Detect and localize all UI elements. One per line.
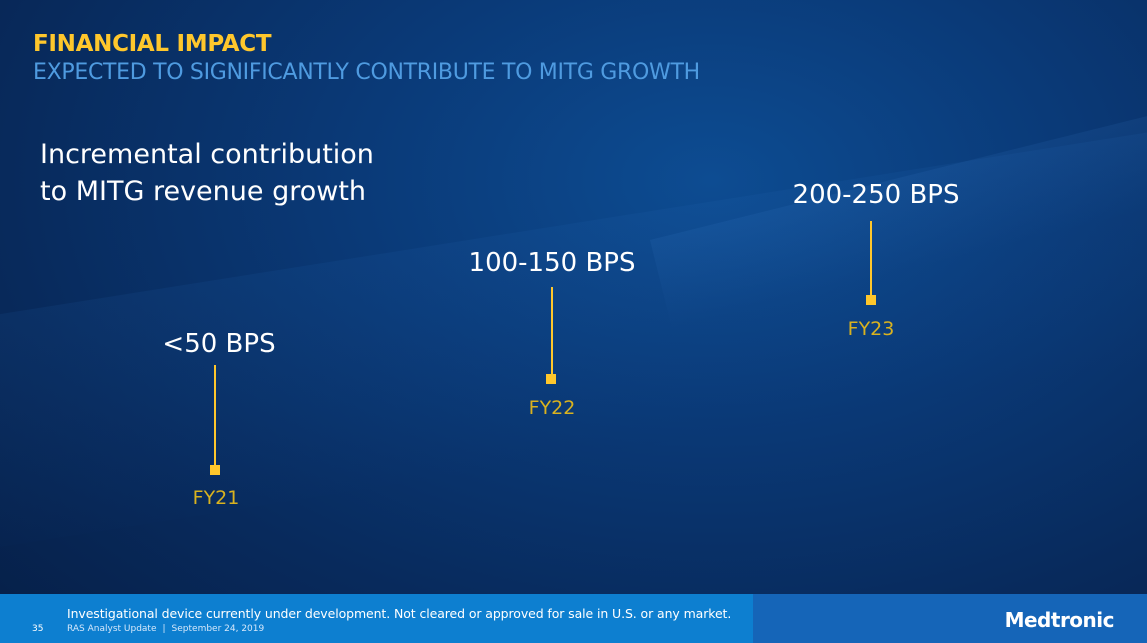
- milestone-fy23-value: 200-250 BPS: [792, 180, 960, 210]
- footer-separator: |: [162, 624, 166, 634]
- footer-bar: 35 Investigational device currently unde…: [0, 594, 1147, 643]
- milestone-fy22-stem: [551, 287, 553, 375]
- footer-event: RAS Analyst Update: [67, 624, 157, 634]
- milestone-fy21-marker: [210, 465, 220, 475]
- milestone-fy22-value: 100-150 BPS: [468, 248, 636, 278]
- milestone-fy21-stem: [214, 365, 216, 466]
- milestone-fy23-year: FY23: [847, 318, 895, 340]
- milestone-fy21-year: FY21: [192, 487, 240, 509]
- slide-subtitle: EXPECTED TO SIGNIFICANTLY CONTRIBUTE TO …: [33, 60, 700, 85]
- milestone-fy22-year: FY22: [528, 397, 576, 419]
- milestone-fy21-value: <50 BPS: [162, 329, 276, 359]
- body-heading: Incremental contribution to MITG revenue…: [40, 136, 440, 210]
- milestone-fy23-stem: [870, 221, 872, 296]
- medtronic-logo: Medtronic: [1004, 608, 1115, 632]
- slide-title: FINANCIAL IMPACT: [33, 31, 272, 57]
- footer-disclaimer: Investigational device currently under d…: [67, 606, 732, 621]
- footer-brand-panel: Medtronic: [753, 594, 1147, 643]
- milestone-fy22-marker: [546, 374, 556, 384]
- milestone-fy23-marker: [866, 295, 876, 305]
- footer-meta: RAS Analyst Update | September 24, 2019: [67, 624, 264, 634]
- footer-date: September 24, 2019: [171, 624, 265, 634]
- body-heading-line-1: Incremental contribution: [40, 139, 374, 170]
- body-heading-line-2: to MITG revenue growth: [40, 176, 367, 207]
- page-number: 35: [32, 624, 44, 634]
